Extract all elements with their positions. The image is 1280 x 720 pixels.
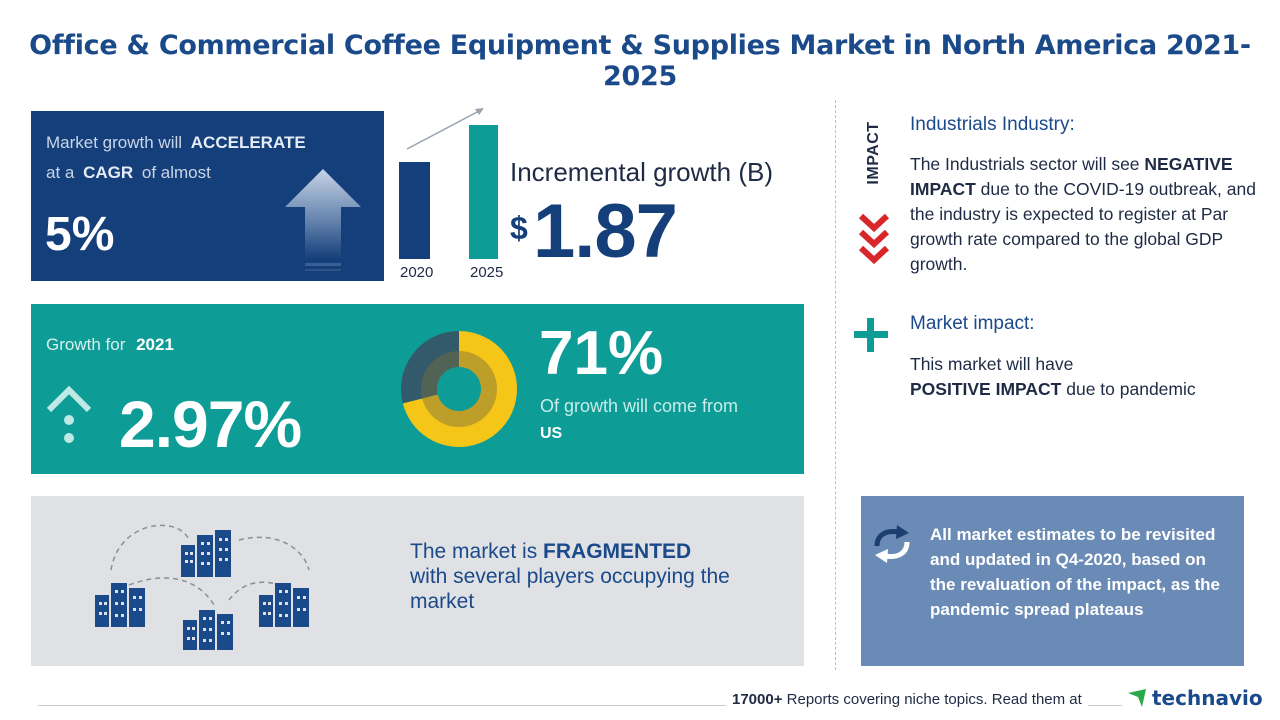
donut-center [437,367,481,411]
bar-2025 [469,125,498,259]
donut-inner-ring [420,351,497,427]
fragmented-emphasis: FRAGMENTED [543,540,692,563]
column-divider [835,100,836,670]
refresh-icon [874,525,910,563]
fragmented-panel: The market is FRAGMENTED with several pl… [31,496,804,666]
negative-impact-label: NEGATIVE IMPACT [910,154,1233,199]
bar-2020 [399,162,430,259]
technavio-logo-icon [1128,689,1146,707]
industry-title: Industrials Industry: [910,114,1075,135]
negative-chevrons-icon [858,213,890,265]
cagr-accelerate-label: ACCELERATE [190,133,306,152]
bar-label-2025: 2025 [470,264,504,281]
market-body-end: due to pandemic [1066,379,1196,399]
incremental-growth-value: 1.87 [533,189,678,274]
cagr-panel: Market growth will ACCELERATE at a CAGR … [31,111,384,281]
impact-label: IMPACT [864,118,884,188]
incremental-growth-bars [399,108,498,259]
footer-count: 17000+ [732,691,783,708]
technavio-brand: technavio [1152,686,1263,710]
cagr-label: CAGR [83,163,134,182]
page-title: Office & Commercial Coffee Equipment & S… [29,30,1251,92]
cagr-value: 5% [45,208,115,261]
industry-body-end: due to the COVID-19 outbreak, and the in… [910,179,1256,274]
donut-slice-us [402,331,517,447]
geography-region: US [540,425,563,442]
cagr-line2-suffix: of almost [141,163,211,182]
growth-trend-arrow [406,110,480,150]
growth-value: 2.97% [119,387,302,461]
growth-label-text: Growth for [46,335,126,354]
impact-label-text: IMPACT [865,121,882,185]
geography-percent: 71% [539,319,664,388]
geography-donut-chart [401,331,517,447]
bar-label-2020: 2020 [400,264,434,281]
positive-impact-label: POSITIVE IMPACT [910,379,1062,399]
donut-slice-rest [401,331,459,404]
growth-panel: Growth for 2021 2.97% 71% Of growth will… [31,304,804,474]
market-impact-body: This market will have POSITIVE IMPACT du… [910,352,1270,402]
footer-divider [38,705,1240,706]
currency-symbol: $ [510,210,528,246]
footer-text: 17000+ Reports covering niche topics. Re… [726,691,1088,713]
industry-body: The Industrials sector will see NEGATIVE… [910,152,1272,277]
trend-arrowhead-icon [475,108,484,115]
industry-body-start: The Industrials sector will see [910,154,1140,174]
cagr-line1-prefix: Market growth will [46,133,183,152]
up-arrow-icon [285,169,361,271]
cagr-line-1: Market growth will ACCELERATE [46,133,310,153]
geography-text: Of growth will come from [540,396,739,416]
growth-up-icon [46,385,92,443]
incremental-growth-title: Incremental growth (B) [510,157,773,187]
note-panel: All market estimates to be revisited and… [861,496,1244,666]
fragmented-text: The market is FRAGMENTED with several pl… [410,539,790,614]
plus-icon [854,318,888,352]
footer-message[interactable]: Reports covering niche topics. Read them… [786,691,1082,708]
cagr-line2-prefix: at a [46,163,75,182]
growth-label: Growth for 2021 [46,335,174,355]
note-text: All market estimates to be revisited and… [930,525,1221,619]
buildings-network-icon [95,524,310,650]
fragmented-prefix: The market is [410,540,538,563]
growth-year: 2021 [136,335,174,354]
market-impact-title: Market impact: [910,313,1035,334]
technavio-logo[interactable]: technavio [1122,686,1269,712]
cagr-line-2: at a CAGR of almost [46,163,211,183]
market-body-start: This market will have [910,354,1074,374]
fragmented-suffix: with several players occupying the marke… [410,565,730,613]
